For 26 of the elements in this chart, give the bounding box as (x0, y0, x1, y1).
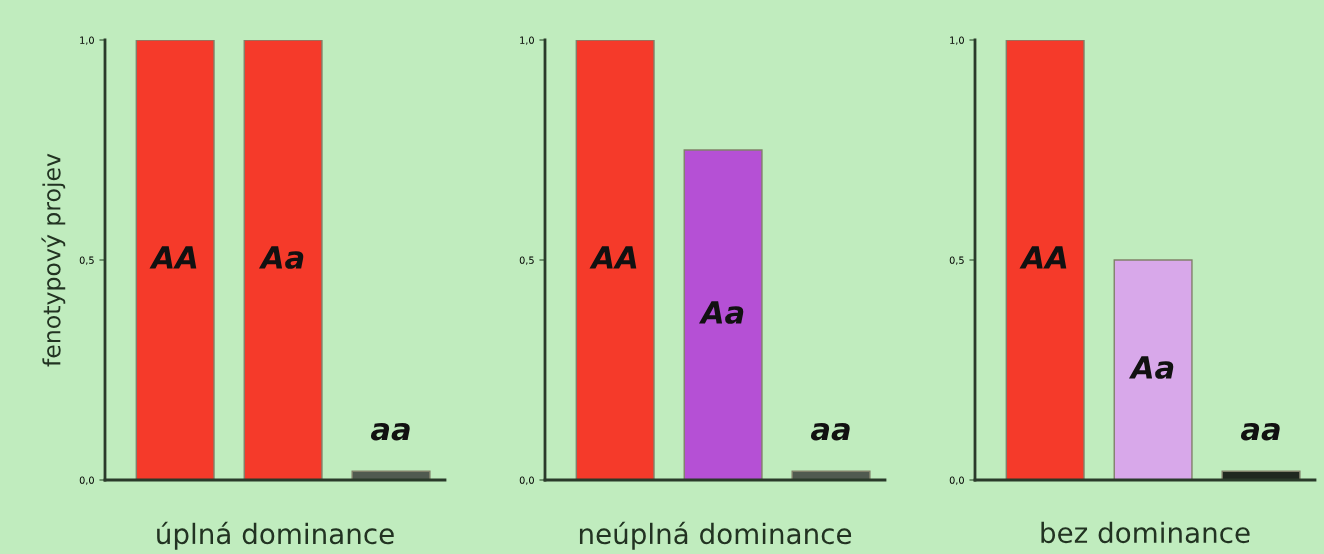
bar (575, 40, 655, 480)
x-tick-label: aa (1240, 422, 1280, 441)
y-tick-label: 0,5 (79, 256, 94, 265)
x-tick-label: aa (810, 422, 850, 441)
y-tick-label: 0,0 (519, 476, 534, 485)
y-tick-label: 1,0 (520, 36, 534, 45)
x-tick-label: AA (589, 246, 637, 269)
y-tick-label: 0,5 (949, 256, 964, 265)
y-tick-label: 0,0 (79, 476, 94, 485)
bar (1005, 40, 1085, 480)
x-tick-label: AA (149, 246, 197, 269)
y-tick-label: 1,0 (80, 36, 94, 45)
y-tick-label: 0,0 (949, 476, 964, 485)
x-axis-title: bez dominance (1041, 521, 1250, 544)
y-tick-label: 0,5 (519, 256, 534, 265)
x-tick-label: aa (370, 422, 410, 441)
bar (683, 149, 763, 480)
x-axis-title: neúplná dominance (579, 521, 852, 550)
bar (1113, 259, 1193, 480)
x-tick-label: Aa (698, 301, 744, 324)
x-tick-label: AA (1019, 246, 1067, 269)
x-tick-label: Aa (258, 246, 304, 269)
x-tick-label: Aa (1128, 356, 1174, 379)
y-axis-title: fenotypový projev (41, 153, 66, 367)
y-tick-label: 1,0 (950, 36, 964, 45)
x-axis-title: úplná dominance (157, 521, 394, 550)
